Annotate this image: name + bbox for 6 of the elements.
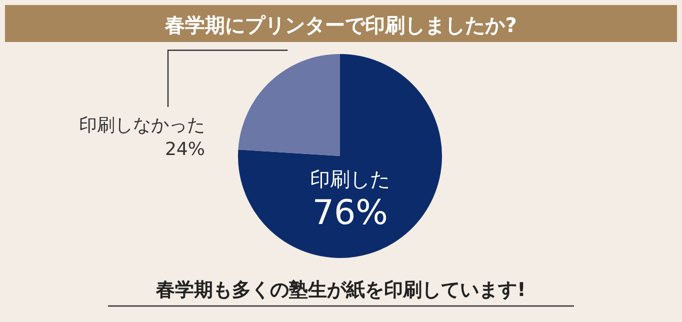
text: 春学期も多くの塾生が紙を印刷しています!	[155, 279, 526, 301]
data-label: 24%	[164, 139, 205, 160]
slice-label: 印刷しなかった	[79, 115, 205, 136]
slice-label: 印刷した	[310, 167, 390, 191]
data-label: 76%	[312, 193, 388, 233]
chart-title: 春学期にプリンターで印刷しましたか?	[164, 13, 517, 37]
